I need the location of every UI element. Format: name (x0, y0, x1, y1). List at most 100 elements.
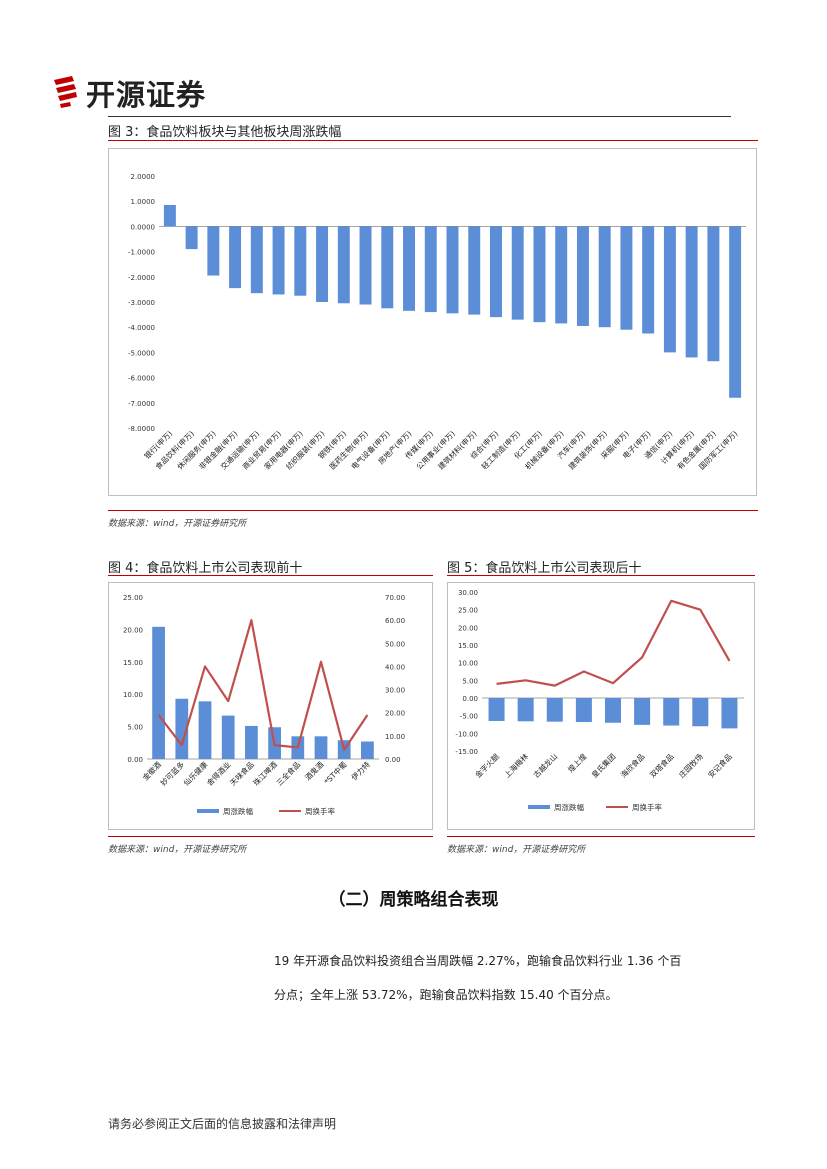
figure4-right-tick-label: 30.00 (385, 687, 405, 695)
figure3-bar (294, 226, 307, 296)
figure3-bar (207, 226, 220, 276)
section-title: （二）周策略组合表现 (328, 890, 499, 910)
figure5-legend-bar-swatch (528, 805, 550, 809)
figure3-bar (424, 226, 437, 313)
figure5-ytick-label: 5.00 (462, 677, 478, 685)
figure5-ytick-label: 25.00 (458, 607, 478, 615)
figure4-legend-bar-label: 周涨跌幅 (223, 806, 253, 816)
figure4-xtick-label: *ST中葡 (322, 759, 349, 786)
figure5-bar (517, 698, 534, 722)
figure3-bar (316, 226, 329, 302)
figure4-title: 图 4：食品饮料上市公司表现前十 (108, 561, 303, 576)
figure4-xtick-label: 仙乐健康 (181, 759, 210, 788)
figure3-ytick-label: -8.0000 (128, 425, 155, 433)
figure4-xtick-label: 天味食品 (228, 759, 256, 787)
figure3-bar (511, 226, 524, 320)
figure4-bar (245, 725, 258, 759)
figure3-bar (468, 226, 481, 315)
figure4-legend-line-label: 周换手率 (305, 806, 335, 816)
figure4-left-tick-label: 25.00 (123, 594, 143, 602)
figure5-bar (634, 698, 651, 725)
figure3-ytick-label: 0.0000 (131, 223, 156, 231)
figure3-bar (250, 226, 263, 294)
figure4-left-tick-label: 20.00 (123, 626, 143, 634)
figure3-bar (381, 226, 394, 309)
figure5-xtick-label: 上海梅林 (502, 751, 531, 780)
figure5-bar (488, 698, 505, 721)
figure5-legend-bar-label: 周涨跌幅 (554, 802, 584, 812)
figure4-right-tick-label: 0.00 (385, 756, 401, 764)
figure4-source: 数据来源：wind，开源证券研究所 (108, 845, 247, 855)
figure4-svg: 25.00 20.00 15.00 10.00 5.00 0.00 70.00 60.00 50… (123, 594, 405, 816)
figure4-right-tick-label: 50.00 (385, 640, 405, 648)
paragraph-line-1: 19 年开源食品饮料投资组合当周跌幅 2.27%，跑输食品饮料行业 1.36 个… (274, 954, 682, 968)
figure5-bar (663, 698, 680, 726)
figure3-bar (337, 226, 350, 304)
figure3-ytick-label: 1.0000 (131, 198, 156, 206)
figure4-bar (314, 736, 328, 759)
figure3-bar (229, 226, 242, 289)
logo-text: 开源证券 (86, 78, 207, 112)
figure3-ytick-label: 2.0000 (131, 173, 156, 181)
figure5-xtick-label: 庄园牧场 (676, 751, 705, 780)
figure3-bar (555, 226, 568, 324)
figure4-right-tick-label: 60.00 (385, 617, 405, 625)
figure3-bar (163, 204, 176, 227)
figure3-bar (642, 226, 655, 334)
figure4-xtick-label: 珠江啤酒 (251, 759, 280, 788)
figure5-ytick-label: 15.00 (458, 642, 478, 650)
figure5-xtick-label: 古越龙山 (531, 751, 559, 779)
figure3-bar (490, 226, 502, 318)
figure4-chart: 25.00 20.00 15.00 10.00 5.00 0.00 70.00 60.00 50… (108, 582, 433, 830)
figure5-xtick-label: 皇氏集团 (589, 751, 617, 779)
figure4-left-tick-label: 10.00 (123, 691, 143, 699)
header-divider (108, 116, 731, 117)
figure3-bar (446, 226, 459, 314)
paragraph-line-2: 分点；全年上涨 53.72%，跑输食品饮料指数 15.40 个百分点。 (274, 988, 618, 1002)
figure5-bar (575, 698, 592, 723)
logo-icon (52, 74, 78, 108)
figure4-xtick-label: 妙可蓝多 (158, 759, 187, 788)
figure4-bottom-rule (108, 836, 433, 837)
figure3-bar (185, 226, 198, 250)
figure3-svg: 2.0000 1.0000 0.0000 -1.0000 -2.0000 -3.0000 -… (128, 173, 746, 471)
figure5-bar (692, 698, 709, 727)
figure5-source: 数据来源：wind，开源证券研究所 (447, 845, 586, 855)
figure4-xtick-label: 三全食品 (274, 759, 302, 787)
figure3-source: 数据来源：wind，开源证券研究所 (108, 519, 247, 529)
figure3-bar (729, 226, 742, 398)
figure5-line-series (496, 599, 731, 687)
figure4-bar (221, 715, 235, 759)
figure4-xtick-label: 伊力特 (349, 759, 372, 782)
figure3-bar (663, 226, 676, 353)
figure5-bar (604, 698, 622, 723)
figure3-ytick-label: -6.0000 (128, 375, 155, 383)
figure3-bar (598, 226, 611, 328)
figure5-ytick-label: 20.00 (458, 624, 478, 632)
figure4-right-tick-label: 10.00 (385, 733, 405, 741)
figure4-bar (361, 741, 374, 759)
figure5-top-rule (447, 575, 755, 576)
figure3-bar (707, 226, 720, 362)
figure5-ytick-label: 30.00 (458, 589, 478, 597)
figure4-top-rule (108, 575, 433, 576)
figure3-bar (272, 226, 285, 295)
figure4-right-tick-label: 70.00 (385, 594, 405, 602)
figure5-xtick-label: 双塔食品 (647, 751, 675, 779)
figure5-ytick-label: -5.00 (460, 713, 478, 721)
figure5-ytick-label: -10.00 (455, 730, 478, 738)
figure3-ytick-label: -1.0000 (128, 249, 155, 257)
figure3-bottom-rule (108, 510, 758, 511)
figure5-chart: 30.00 25.00 20.00 15.00 10.00 5.00 0.00 -5.00 -1… (447, 582, 755, 830)
figure5-legend-line-label: 周换手率 (632, 802, 662, 812)
figure4-left-tick-label: 0.00 (127, 756, 143, 764)
figure3-bar (403, 226, 415, 311)
figure5-ytick-label: 0.00 (462, 695, 478, 703)
figure4-left-tick-label: 5.00 (127, 724, 143, 732)
footer-disclaimer: 请务必参阅正文后面的信息披露和法律声明 (108, 1117, 337, 1131)
figure5-xtick-label: 煌上煌 (565, 751, 588, 774)
figure4-bar (175, 698, 189, 759)
figure5-bottom-rule (447, 836, 755, 837)
figure4-bar (152, 626, 165, 759)
figure5-ytick-label: -15.00 (455, 748, 478, 756)
